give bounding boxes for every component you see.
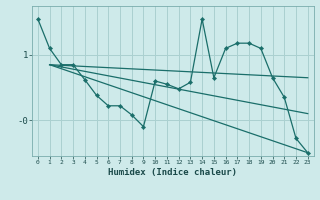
X-axis label: Humidex (Indice chaleur): Humidex (Indice chaleur) xyxy=(108,168,237,177)
